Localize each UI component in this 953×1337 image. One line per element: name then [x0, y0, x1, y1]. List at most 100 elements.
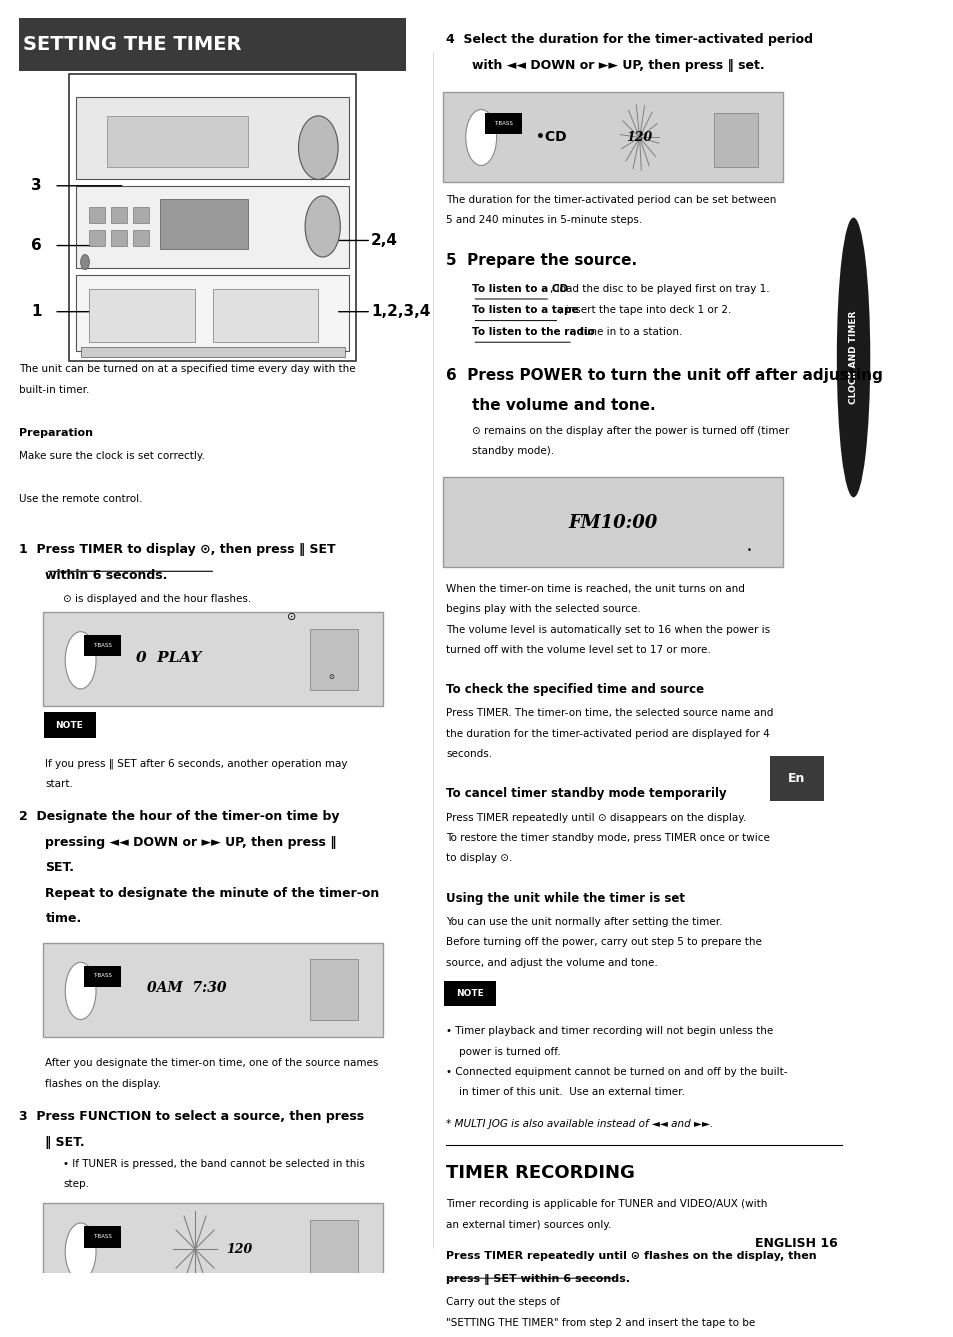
Bar	[309, 1219, 357, 1281]
Text: Preparation: Preparation	[19, 428, 92, 439]
Text: 0  PLAY: 0 PLAY	[136, 651, 201, 664]
Text: •CD: •CD	[536, 131, 566, 144]
Text: 3  Press FUNCTION to select a source, then press: 3 Press FUNCTION to select a source, the…	[19, 1111, 364, 1123]
Ellipse shape	[305, 197, 340, 257]
Text: time.: time.	[46, 912, 82, 925]
Text: * MULTI JOG is also available instead of ◄◄ and ►►.: * MULTI JOG is also available instead of…	[445, 1119, 713, 1130]
Bar	[714, 114, 758, 167]
FancyBboxPatch shape	[484, 114, 521, 134]
Text: 5 and 240 minutes in 5-minute steps.: 5 and 240 minutes in 5-minute steps.	[445, 215, 641, 225]
Text: If you press ‖ SET after 6 seconds, another operation may: If you press ‖ SET after 6 seconds, anot…	[46, 758, 348, 769]
Bar	[133, 207, 149, 223]
Bar	[90, 230, 105, 246]
Text: 3: 3	[31, 178, 42, 194]
Text: Press TIMER. The timer-on time, the selected source name and: Press TIMER. The timer-on time, the sele…	[445, 709, 773, 718]
Text: Carry out the steps of: Carry out the steps of	[445, 1297, 559, 1308]
Text: T-BASS: T-BASS	[93, 1234, 112, 1239]
Text: "SETTING THE TIMER" from step 2 and insert the tape to be: "SETTING THE TIMER" from step 2 and inse…	[445, 1318, 755, 1328]
FancyBboxPatch shape	[43, 1203, 382, 1297]
FancyBboxPatch shape	[84, 1226, 121, 1247]
Text: Repeat to designate the minute of the timer-on: Repeat to designate the minute of the ti…	[46, 886, 379, 900]
Bar	[76, 186, 349, 269]
Text: press ‖ SET within 6 seconds.: press ‖ SET within 6 seconds.	[445, 1274, 629, 1285]
Text: to display ⊙.: to display ⊙.	[445, 853, 512, 864]
Text: T-BASS: T-BASS	[93, 973, 112, 979]
Text: ‖ SET.: ‖ SET.	[46, 1136, 85, 1148]
FancyBboxPatch shape	[70, 74, 355, 361]
Text: ⊙ is displayed and the hour flashes.: ⊙ is displayed and the hour flashes.	[63, 594, 251, 604]
Bar	[81, 348, 344, 357]
Text: To listen to a CD: To listen to a CD	[472, 283, 568, 294]
Bar	[76, 96, 349, 179]
Ellipse shape	[81, 254, 90, 270]
FancyBboxPatch shape	[43, 612, 382, 706]
Text: NOTE: NOTE	[456, 989, 483, 997]
Text: built-in timer.: built-in timer.	[19, 385, 90, 396]
Text: FM10:00: FM10:00	[568, 513, 658, 532]
Text: ⊙: ⊙	[287, 612, 296, 622]
Text: 2,4: 2,4	[371, 233, 397, 247]
Ellipse shape	[65, 631, 96, 689]
Text: ENGLISH 16: ENGLISH 16	[754, 1237, 837, 1250]
FancyBboxPatch shape	[84, 965, 121, 987]
FancyBboxPatch shape	[443, 477, 782, 567]
Text: To listen to the radio: To listen to the radio	[472, 328, 595, 337]
Text: NOTE: NOTE	[55, 721, 83, 730]
Text: source, and adjust the volume and tone.: source, and adjust the volume and tone.	[445, 957, 657, 968]
Bar	[112, 207, 127, 223]
Bar	[133, 230, 149, 246]
Text: •: •	[746, 547, 751, 555]
Text: flashes on the display.: flashes on the display.	[46, 1079, 161, 1088]
Text: 6  Press POWER to turn the unit off after adjusting: 6 Press POWER to turn the unit off after…	[445, 368, 882, 382]
Bar	[76, 275, 349, 352]
Text: T-BASS: T-BASS	[494, 120, 512, 126]
Text: • Connected equipment cannot be turned on and off by the built-: • Connected equipment cannot be turned o…	[445, 1067, 786, 1078]
Text: the duration for the timer-activated period are displayed for 4: the duration for the timer-activated per…	[445, 729, 769, 739]
Text: 4  Select the duration for the timer-activated period: 4 Select the duration for the timer-acti…	[445, 33, 812, 47]
FancyBboxPatch shape	[443, 92, 782, 182]
Bar	[90, 207, 105, 223]
Text: You can use the unit normally after setting the timer.: You can use the unit normally after sett…	[445, 917, 721, 927]
Bar	[90, 289, 194, 342]
Text: To restore the timer standby mode, press TIMER once or twice: To restore the timer standby mode, press…	[445, 833, 769, 844]
Text: ⊙ remains on the display after the power is turned off (timer: ⊙ remains on the display after the power…	[472, 427, 789, 436]
Text: The unit can be turned on at a specified time every day with the: The unit can be turned on at a specified…	[19, 364, 355, 374]
Text: turned off with the volume level set to 17 or more.: turned off with the volume level set to …	[445, 644, 710, 655]
Text: 1  Press TIMER to display ⊙, then press ‖ SET: 1 Press TIMER to display ⊙, then press ‖…	[19, 543, 335, 556]
Text: power is turned off.: power is turned off.	[458, 1047, 560, 1056]
Ellipse shape	[298, 116, 337, 179]
FancyBboxPatch shape	[444, 980, 496, 1005]
Ellipse shape	[65, 1223, 96, 1281]
Text: Timer recording is applicable for TUNER and VIDEO/AUX (with: Timer recording is applicable for TUNER …	[445, 1199, 766, 1210]
Bar	[213, 289, 318, 342]
Text: 1: 1	[31, 305, 42, 320]
Text: an external timer) sources only.: an external timer) sources only.	[445, 1219, 611, 1230]
Bar	[112, 230, 127, 246]
Text: within 6 seconds.: within 6 seconds.	[46, 568, 168, 582]
Text: Press TIMER repeatedly until ⊙ flashes on the display, then: Press TIMER repeatedly until ⊙ flashes o…	[445, 1251, 816, 1262]
FancyBboxPatch shape	[84, 635, 121, 656]
Text: 0AM  7:30: 0AM 7:30	[147, 981, 226, 996]
Text: start.: start.	[46, 778, 73, 789]
Text: After you designate the timer-on time, one of the source names: After you designate the timer-on time, o…	[46, 1059, 378, 1068]
Text: When the timer-on time is reached, the unit turns on and: When the timer-on time is reached, the u…	[445, 584, 744, 594]
Text: T-BASS: T-BASS	[93, 643, 112, 647]
Text: To cancel timer standby mode temporarily: To cancel timer standby mode temporarily	[445, 787, 726, 801]
Text: begins play with the selected source.: begins play with the selected source.	[445, 604, 640, 614]
Text: the volume and tone.: the volume and tone.	[472, 398, 656, 413]
Text: , insert the tape into deck 1 or 2.: , insert the tape into deck 1 or 2.	[558, 305, 731, 316]
Text: , load the disc to be played first on tray 1.: , load the disc to be played first on tr…	[550, 283, 769, 294]
Text: seconds.: seconds.	[445, 749, 492, 759]
Text: Press TIMER repeatedly until ⊙ disappears on the display.: Press TIMER repeatedly until ⊙ disappear…	[445, 813, 745, 822]
Ellipse shape	[65, 963, 96, 1020]
FancyBboxPatch shape	[44, 713, 95, 738]
Bar	[309, 628, 357, 690]
Bar	[160, 198, 248, 250]
Ellipse shape	[836, 218, 869, 497]
Text: step.: step.	[63, 1179, 89, 1189]
Bar	[309, 959, 357, 1020]
Text: 120: 120	[226, 1242, 252, 1255]
Text: Use the remote control.: Use the remote control.	[19, 493, 142, 504]
Text: 6: 6	[31, 238, 42, 253]
Text: in timer of this unit.  Use an external timer.: in timer of this unit. Use an external t…	[458, 1087, 684, 1098]
